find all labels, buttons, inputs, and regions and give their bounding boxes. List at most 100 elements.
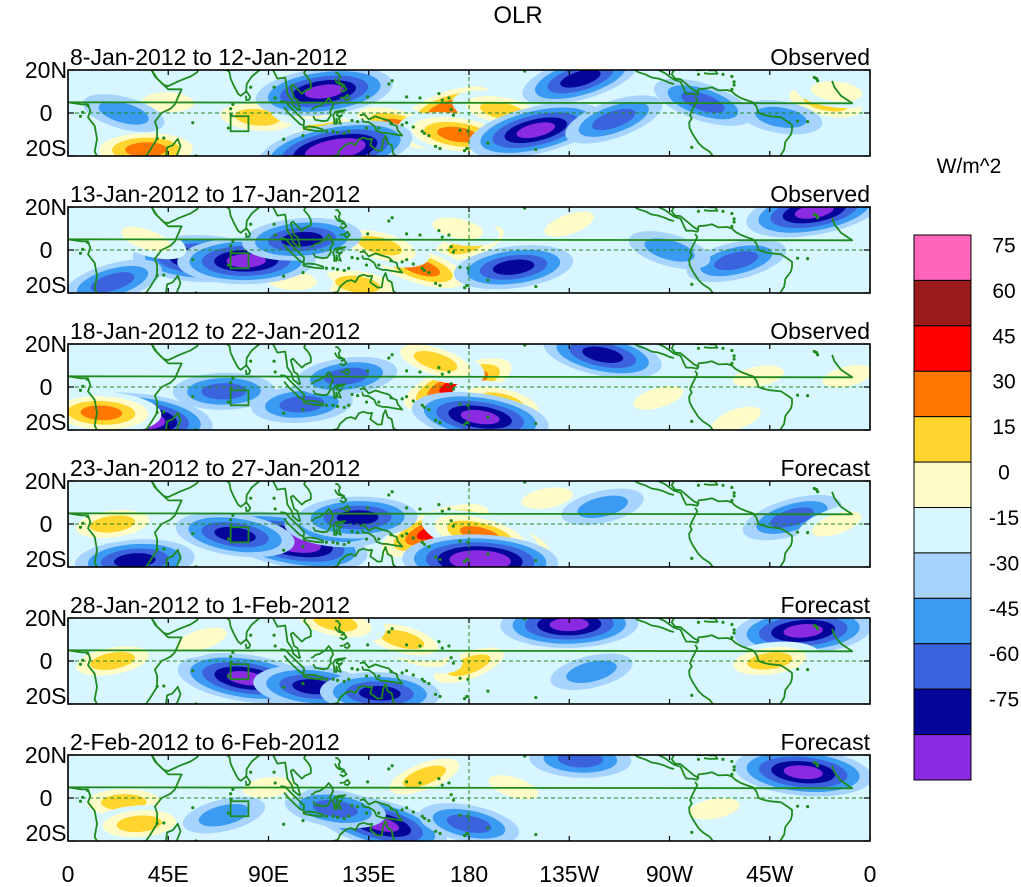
colorbar-swatch xyxy=(913,370,972,418)
panel-kind-label: Forecast xyxy=(781,729,871,755)
island-marker xyxy=(462,697,467,701)
region-box xyxy=(229,115,250,133)
island-marker xyxy=(466,540,470,544)
anomaly-blob xyxy=(416,210,500,247)
island-marker xyxy=(422,816,427,821)
island-marker xyxy=(387,493,391,497)
island-marker xyxy=(229,107,233,111)
y-tick-label: 20N xyxy=(25,742,67,768)
anomaly-blob xyxy=(742,494,842,541)
coastline xyxy=(270,207,312,248)
y-tick-label: 20N xyxy=(25,605,67,631)
coastline xyxy=(150,344,200,362)
island-marker xyxy=(342,405,346,410)
x-tick-label: 135E xyxy=(342,861,396,887)
contour-level xyxy=(461,554,500,567)
island-marker xyxy=(816,79,820,83)
island-marker xyxy=(420,266,424,270)
island-marker xyxy=(418,507,422,511)
coastline xyxy=(302,810,325,818)
y-tick-label: 20S xyxy=(26,820,67,846)
coastline xyxy=(334,209,346,224)
island-marker xyxy=(301,270,305,275)
island-marker xyxy=(449,382,453,386)
island-marker xyxy=(366,95,370,99)
island-marker xyxy=(249,496,253,500)
island-marker xyxy=(342,542,346,547)
anomaly-blob xyxy=(161,620,243,659)
anomaly-blob xyxy=(561,488,644,526)
island-marker xyxy=(730,772,734,776)
island-marker xyxy=(272,359,276,363)
island-marker xyxy=(272,222,276,226)
x-tick-label: 45W xyxy=(746,861,794,887)
island-marker xyxy=(324,129,329,133)
island-marker xyxy=(447,644,451,648)
island-marker xyxy=(534,832,538,837)
island-marker xyxy=(390,490,394,494)
island-marker xyxy=(301,407,305,412)
contour-level xyxy=(125,142,167,156)
island-marker xyxy=(514,201,517,204)
island-marker xyxy=(420,814,424,818)
island-marker xyxy=(331,814,335,818)
island-marker xyxy=(249,770,253,774)
contour-level xyxy=(770,507,814,528)
island-marker xyxy=(85,103,89,107)
panel-2: 20N 0 20S 13-Jan-2012 to 17-Jan-2012 Observe… xyxy=(25,181,871,298)
coastlines xyxy=(68,755,854,845)
island-marker xyxy=(696,757,701,761)
island-marker xyxy=(191,395,195,399)
island-marker xyxy=(78,251,83,255)
contour-level xyxy=(90,272,135,293)
island-marker xyxy=(226,674,230,678)
island-marker xyxy=(231,513,235,518)
island-marker xyxy=(273,233,277,237)
island-marker xyxy=(466,814,470,818)
island-marker xyxy=(342,131,346,136)
island-marker xyxy=(514,568,517,571)
island-marker xyxy=(366,369,370,373)
island-marker xyxy=(190,842,193,845)
colorbar-swatch xyxy=(913,552,972,599)
coastline xyxy=(655,344,700,370)
coastline xyxy=(150,755,200,772)
island-marker xyxy=(721,72,725,76)
contour-level xyxy=(733,365,785,387)
panel-period-label: 13-Jan-2012 to 17-Jan-2012 xyxy=(70,181,360,207)
island-marker xyxy=(730,759,734,764)
island-marker xyxy=(390,79,394,83)
island-marker xyxy=(411,673,415,677)
island-marker xyxy=(364,126,369,130)
coastline xyxy=(339,222,348,230)
island-marker xyxy=(390,627,394,631)
island-marker xyxy=(400,397,404,401)
island-marker xyxy=(732,354,736,358)
island-marker xyxy=(78,114,83,118)
coastline xyxy=(244,91,252,101)
island-marker xyxy=(229,792,233,796)
island-marker xyxy=(162,136,166,140)
coastline xyxy=(244,227,252,239)
island-marker xyxy=(465,146,469,151)
island-marker xyxy=(190,705,193,708)
anomaly-blob xyxy=(565,95,663,144)
coastline xyxy=(280,237,306,264)
colorbar-swatch xyxy=(913,643,972,690)
anomaly-blob xyxy=(617,378,699,418)
island-marker xyxy=(812,75,816,80)
coastline xyxy=(334,72,346,86)
island-marker xyxy=(272,85,276,89)
coastline xyxy=(165,137,182,156)
island-marker xyxy=(411,536,415,540)
island-marker xyxy=(690,282,694,286)
island-marker xyxy=(405,643,409,647)
contour-level xyxy=(521,487,573,509)
colorbar-tick-label: 30 xyxy=(992,371,1015,394)
island-marker xyxy=(162,821,166,825)
coastline xyxy=(329,135,398,156)
island-marker xyxy=(155,821,159,825)
coastline xyxy=(225,618,261,645)
island-marker xyxy=(730,485,734,490)
island-marker xyxy=(356,394,360,398)
